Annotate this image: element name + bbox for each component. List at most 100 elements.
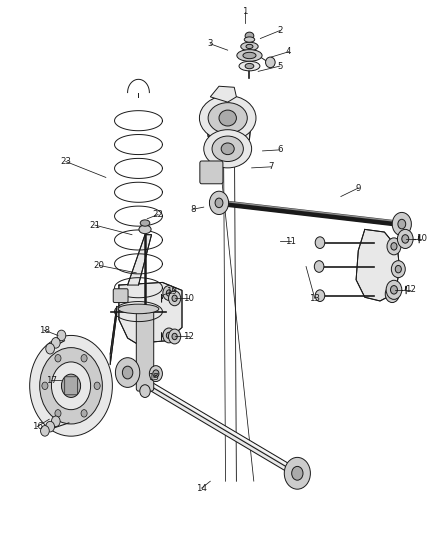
Circle shape — [116, 358, 140, 387]
Circle shape — [55, 410, 61, 417]
Text: 21: 21 — [89, 221, 100, 230]
Text: 8: 8 — [190, 205, 196, 214]
Circle shape — [209, 191, 229, 215]
Text: 2: 2 — [277, 26, 283, 35]
Text: 4: 4 — [286, 47, 291, 56]
FancyBboxPatch shape — [200, 161, 223, 184]
Circle shape — [391, 286, 397, 294]
Circle shape — [392, 213, 411, 236]
Circle shape — [284, 457, 311, 489]
Circle shape — [397, 229, 413, 248]
Polygon shape — [119, 282, 182, 343]
Circle shape — [166, 332, 172, 338]
Text: 16: 16 — [32, 422, 42, 431]
Circle shape — [51, 362, 91, 410]
Circle shape — [389, 290, 395, 298]
Circle shape — [94, 382, 100, 390]
Polygon shape — [110, 306, 117, 365]
Ellipse shape — [204, 130, 252, 168]
Ellipse shape — [221, 143, 234, 155]
Ellipse shape — [199, 95, 256, 141]
Ellipse shape — [118, 304, 159, 314]
Circle shape — [81, 354, 87, 362]
Circle shape — [315, 237, 325, 248]
Ellipse shape — [212, 136, 244, 161]
Text: 14: 14 — [196, 483, 207, 492]
Circle shape — [81, 410, 87, 417]
Text: 23: 23 — [60, 157, 71, 166]
Circle shape — [149, 366, 162, 382]
Circle shape — [46, 343, 54, 354]
Circle shape — [163, 328, 175, 343]
Circle shape — [172, 333, 177, 340]
Circle shape — [30, 335, 113, 436]
Text: 7: 7 — [268, 163, 274, 171]
Polygon shape — [127, 235, 152, 285]
Text: 1: 1 — [242, 7, 248, 17]
Ellipse shape — [243, 52, 256, 59]
Text: 5: 5 — [277, 62, 283, 70]
Ellipse shape — [245, 63, 254, 69]
Circle shape — [172, 295, 177, 302]
Text: 12: 12 — [183, 332, 194, 341]
Polygon shape — [206, 97, 252, 154]
Text: 10: 10 — [183, 294, 194, 303]
Circle shape — [386, 280, 402, 300]
Circle shape — [51, 337, 60, 348]
Circle shape — [46, 421, 54, 432]
Text: 11: 11 — [285, 237, 297, 246]
Text: 18: 18 — [39, 326, 49, 335]
Text: 19: 19 — [166, 287, 177, 296]
Circle shape — [169, 291, 181, 306]
Circle shape — [387, 238, 401, 255]
Polygon shape — [356, 229, 399, 301]
FancyBboxPatch shape — [136, 309, 154, 391]
Circle shape — [398, 219, 406, 229]
Ellipse shape — [265, 57, 275, 68]
Circle shape — [402, 235, 409, 243]
Circle shape — [51, 416, 60, 426]
Circle shape — [166, 290, 172, 296]
Text: 9: 9 — [356, 183, 361, 192]
Circle shape — [57, 330, 66, 341]
Text: 12: 12 — [405, 285, 416, 294]
FancyBboxPatch shape — [65, 377, 78, 395]
Text: 6: 6 — [277, 146, 283, 155]
Circle shape — [163, 286, 175, 301]
Circle shape — [42, 382, 48, 390]
Circle shape — [169, 329, 181, 344]
Circle shape — [391, 261, 405, 278]
Text: 3: 3 — [208, 39, 213, 49]
Ellipse shape — [237, 50, 262, 61]
Ellipse shape — [245, 32, 254, 39]
Circle shape — [314, 261, 324, 272]
Ellipse shape — [139, 225, 151, 233]
Circle shape — [122, 366, 133, 379]
Text: 20: 20 — [94, 261, 105, 270]
Polygon shape — [210, 86, 237, 102]
Text: 17: 17 — [46, 376, 57, 385]
Ellipse shape — [140, 220, 150, 226]
Ellipse shape — [246, 44, 253, 49]
Text: 22: 22 — [152, 210, 163, 219]
Circle shape — [61, 374, 81, 398]
Circle shape — [385, 286, 399, 303]
Text: 10: 10 — [416, 235, 427, 244]
Circle shape — [140, 385, 150, 398]
Circle shape — [315, 290, 325, 302]
Ellipse shape — [219, 110, 237, 126]
Circle shape — [391, 243, 397, 250]
Circle shape — [55, 354, 61, 362]
Text: 15: 15 — [148, 373, 159, 382]
FancyBboxPatch shape — [113, 289, 128, 303]
Circle shape — [41, 425, 49, 436]
Circle shape — [40, 348, 102, 424]
Text: 13: 13 — [309, 294, 320, 303]
Ellipse shape — [244, 37, 254, 42]
Circle shape — [215, 198, 223, 208]
Ellipse shape — [239, 61, 260, 71]
Circle shape — [153, 370, 159, 377]
Circle shape — [395, 265, 401, 273]
Ellipse shape — [241, 42, 258, 51]
Ellipse shape — [208, 103, 247, 133]
